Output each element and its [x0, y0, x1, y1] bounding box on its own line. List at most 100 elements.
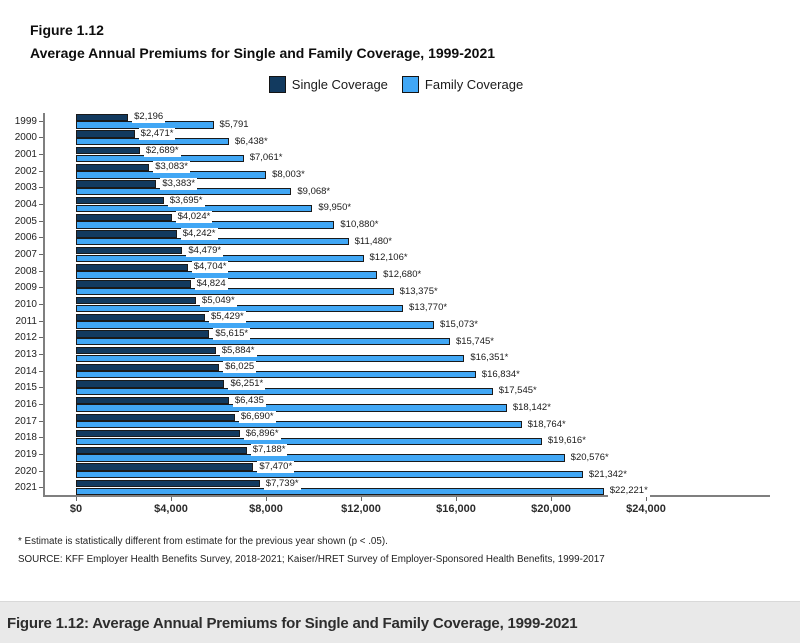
bar-value-label-single-1999: $2,196	[132, 111, 166, 124]
bar-value-label-single-2004: $3,695*	[167, 194, 205, 207]
bar-single-2015	[76, 380, 225, 388]
bar-single-2008	[76, 263, 188, 271]
bar-value-label-single-2001: $2,689*	[143, 144, 181, 157]
legend-label-single-coverage: Single Coverage	[291, 77, 388, 92]
bar-single-2016	[76, 396, 229, 405]
y-axis-label-2006: 2006	[14, 232, 37, 244]
bar-value-label-single-2014: $6,025	[223, 361, 257, 374]
y-axis-tick	[39, 204, 43, 206]
y-axis-tick	[39, 337, 43, 339]
caption-text: Figure 1.12: Average Annual Premiums for…	[7, 614, 578, 632]
y-axis-tick	[39, 254, 43, 256]
bar-value-label-single-2005: $4,024*	[175, 211, 213, 224]
y-axis-tick	[39, 437, 43, 439]
bar-family-2020	[76, 471, 583, 479]
bar-family-2012	[76, 337, 450, 346]
bar-value-label-family-2002: $8,003*	[270, 169, 307, 181]
y-axis-tick	[39, 220, 43, 222]
bar-value-label-family-2015: $17,545*	[496, 385, 539, 398]
bar-single-2006	[76, 230, 177, 238]
chart-legend: Single Coverage Family Coverage	[0, 76, 800, 93]
bar-value-label-single-2011: $5,429*	[208, 311, 246, 324]
bar-value-label-family-2013: $16,351*	[468, 352, 511, 365]
bar-family-2013	[76, 354, 465, 362]
bar-single-2003	[76, 180, 157, 188]
bar-value-label-family-2018: $19,616*	[545, 435, 588, 448]
y-axis-tick	[39, 154, 43, 156]
bar-value-label-family-1999: $5,791	[217, 119, 251, 132]
bar-value-label-single-2009: $4,824	[194, 277, 228, 290]
x-axis-tick	[265, 497, 267, 501]
bar-family-2016	[76, 404, 507, 412]
bar-family-2011	[76, 321, 434, 329]
bar-value-label-family-2007: $12,106*	[367, 252, 410, 265]
bar-single-2011	[76, 313, 205, 321]
y-axis-label-2012: 2012	[14, 332, 37, 344]
bar-value-label-single-2010: $5,049*	[199, 294, 237, 307]
bar-value-label-family-2011: $15,073*	[437, 318, 481, 331]
y-axis-tick	[39, 270, 43, 272]
bar-family-2021	[76, 487, 604, 496]
bar-value-label-family-2009: $13,375*	[397, 285, 440, 298]
y-axis-label-2010: 2010	[14, 299, 37, 310]
bar-value-label-family-2019: $20,576*	[568, 452, 611, 465]
y-axis-label-2013: 2013	[14, 348, 37, 360]
x-axis-label: $20,000	[531, 503, 571, 515]
bar-single-2010	[76, 296, 196, 305]
bar-single-2001	[76, 147, 140, 155]
bar-value-label-single-2020: $7,470*	[257, 461, 295, 474]
y-axis-label-2015: 2015	[14, 382, 37, 394]
bar-single-2000	[76, 130, 135, 138]
bar-value-label-single-2017: $6,690*	[238, 411, 276, 424]
bar-value-label-family-2000: $6,438*	[232, 135, 270, 148]
footnote-asterisk: * Estimate is statistically different fr…	[18, 536, 388, 547]
caption-bar: Figure 1.12: Average Annual Premiums for…	[0, 601, 800, 643]
y-axis-tick	[39, 370, 43, 372]
y-axis-tick	[39, 287, 43, 289]
y-axis-tick	[39, 387, 43, 389]
bar-value-label-single-2012: $5,615*	[213, 327, 251, 340]
footnote-source: SOURCE: KFF Employer Health Benefits Sur…	[18, 554, 605, 565]
y-axis-label-2001: 2001	[14, 149, 37, 161]
y-axis-label-2009: 2009	[14, 282, 37, 294]
x-axis-label: $16,000	[436, 503, 476, 515]
y-axis-label-1999: 1999	[14, 115, 37, 127]
x-axis-tick	[550, 497, 552, 501]
bar-single-2017	[76, 413, 235, 421]
bar-family-2014	[76, 371, 476, 379]
bar-single-2020	[76, 463, 254, 471]
bar-value-label-single-2019: $7,188*	[250, 444, 288, 457]
bar-single-2007	[76, 247, 183, 255]
y-axis-label-2020: 2020	[14, 465, 37, 477]
bar-value-label-family-2017: $18,764*	[525, 418, 568, 431]
bar-family-2015	[76, 387, 493, 396]
y-axis-label-2021: 2021	[14, 482, 37, 494]
y-axis-label-2005: 2005	[14, 215, 37, 227]
y-axis-label-2002: 2002	[14, 165, 37, 177]
y-axis-tick	[39, 453, 43, 455]
bar-value-label-family-2008: $12,680*	[381, 268, 424, 281]
y-axis-label-2008: 2008	[14, 265, 37, 277]
y-axis-label-2019: 2019	[14, 448, 37, 460]
bar-value-label-family-2005: $10,880*	[338, 218, 381, 231]
bar-single-2005	[76, 213, 172, 221]
bar-value-label-single-2008: $4,704*	[191, 261, 229, 274]
x-axis-label: $4,000	[154, 503, 188, 515]
bar-value-label-family-2003: $9,068*	[295, 185, 333, 198]
bar-value-label-single-2015: $6,251*	[228, 377, 266, 390]
bar-single-2019	[76, 446, 247, 455]
bar-value-label-family-2004: $9,950*	[316, 202, 354, 215]
figure-title: Average Annual Premiums for Single and F…	[30, 45, 496, 61]
y-axis-tick	[39, 470, 43, 472]
x-axis-label: $24,000	[626, 503, 666, 515]
y-axis-tick	[39, 320, 43, 322]
bar-value-label-family-2001: $7,061*	[247, 152, 285, 165]
x-axis-label: $0	[69, 503, 83, 515]
y-axis-label-2000: 2000	[14, 132, 37, 144]
bar-value-label-family-2006: $11,480*	[352, 235, 394, 248]
x-axis-tick	[455, 497, 457, 501]
x-axis-label: $12,000	[341, 503, 381, 515]
y-axis-label-2003: 2003	[14, 182, 37, 194]
y-axis-label-2007: 2007	[14, 249, 37, 261]
bar-single-2014	[76, 363, 220, 371]
